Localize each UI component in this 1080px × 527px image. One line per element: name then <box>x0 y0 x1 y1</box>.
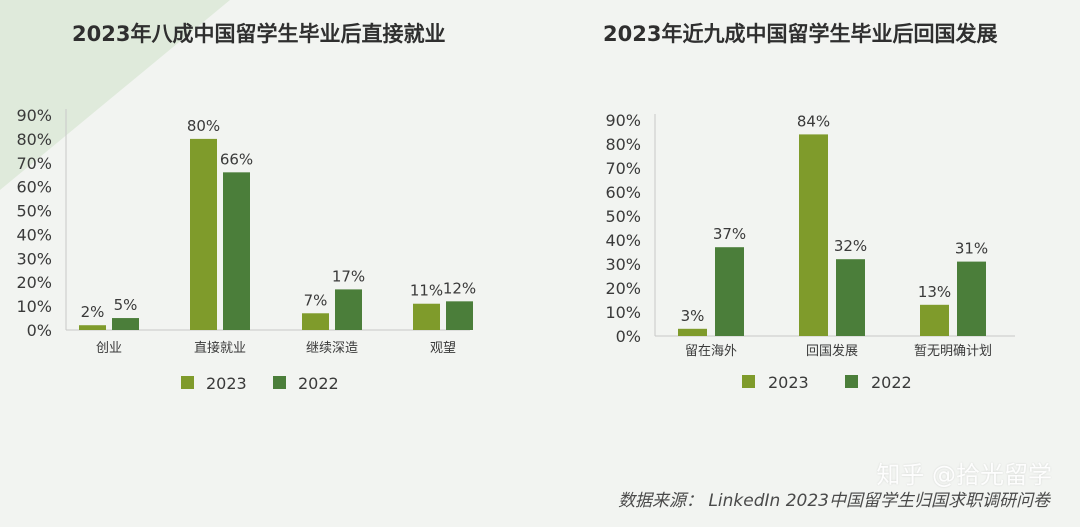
bar-2023-1 <box>799 134 828 336</box>
bar-2023-3 <box>413 303 440 330</box>
data-label: 37% <box>713 225 746 243</box>
y-tick-label: 90% <box>16 106 52 125</box>
bar-2023-2 <box>302 313 329 330</box>
x-category-label: 继续深造 <box>306 341 358 356</box>
bar-2022-1 <box>836 259 865 336</box>
legend-label-2022: 2022 <box>298 374 339 393</box>
bar-2022-0 <box>112 318 139 330</box>
y-tick-label: 80% <box>605 135 641 154</box>
data-label: 13% <box>918 283 951 301</box>
bar-2023-2 <box>920 304 949 336</box>
y-tick-label: 50% <box>16 202 52 221</box>
data-label: 84% <box>797 112 830 130</box>
legend-label-2023: 2023 <box>768 373 809 392</box>
y-tick-label: 50% <box>605 207 641 226</box>
data-label: 2% <box>81 303 105 321</box>
corner-decoration <box>0 0 230 190</box>
data-label: 31% <box>955 240 988 258</box>
y-tick-label: 10% <box>16 297 52 316</box>
y-tick-label: 40% <box>605 231 641 250</box>
bar-2022-2 <box>335 289 362 330</box>
legend-swatch-2023 <box>181 376 194 389</box>
bar-2022-2 <box>957 261 986 336</box>
watermark: 知乎 @拾光留学 <box>876 461 1052 489</box>
legend-swatch-2022 <box>273 376 286 389</box>
x-category-label: 创业 <box>96 341 122 356</box>
y-tick-label: 20% <box>16 273 52 292</box>
data-label: 12% <box>443 279 476 297</box>
y-tick-label: 40% <box>16 225 52 244</box>
data-label: 32% <box>834 237 867 255</box>
x-category-label: 暂无明确计划 <box>914 344 992 359</box>
x-category-label: 直接就业 <box>194 340 246 356</box>
y-tick-label: 0% <box>27 321 52 340</box>
bar-2022-1 <box>223 172 250 330</box>
x-category-label: 观望 <box>430 340 456 356</box>
data-label: 3% <box>681 307 705 325</box>
y-tick-label: 30% <box>605 255 641 274</box>
y-tick-label: 20% <box>605 279 641 298</box>
legend-label-2023: 2023 <box>206 374 247 393</box>
bar-2022-3 <box>446 301 473 330</box>
data-label: 80% <box>187 117 220 135</box>
data-label: 7% <box>304 291 328 309</box>
bar-2023-0 <box>79 325 106 330</box>
data-label: 66% <box>220 150 253 168</box>
y-tick-label: 10% <box>605 303 641 322</box>
bar-2023-0 <box>678 328 707 336</box>
x-category-label: 回国发展 <box>806 343 858 359</box>
y-tick-label: 60% <box>16 178 52 197</box>
data-label: 17% <box>332 267 365 285</box>
y-tick-label: 60% <box>605 183 641 202</box>
legend-label-2022: 2022 <box>871 373 912 392</box>
bar-2023-1 <box>190 138 217 330</box>
x-category-label: 留在海外 <box>685 344 737 359</box>
y-tick-label: 70% <box>605 159 641 178</box>
data-label: 5% <box>114 296 138 314</box>
chart-title: 2023年八成中国留学生毕业后直接就业 <box>72 22 446 46</box>
data-label: 11% <box>410 282 443 300</box>
y-tick-label: 0% <box>616 327 641 346</box>
data-source-note: 数据来源： LinkedIn 2023中国留学生归国求职调研问卷 <box>618 491 1050 511</box>
y-tick-label: 70% <box>16 154 52 173</box>
chart-title: 2023年近九成中国留学生毕业后回国发展 <box>603 22 998 46</box>
y-tick-label: 30% <box>16 249 52 268</box>
legend-swatch-2023 <box>742 375 755 388</box>
y-tick-label: 80% <box>16 130 52 149</box>
bar-chart-return-home: 0% 10% 20% 30% 40% 50% 60% 70% 80% 90% 3% 37% 留在海外 84… <box>605 111 1015 392</box>
legend-swatch-2022 <box>845 375 858 388</box>
bar-2022-0 <box>715 247 744 336</box>
y-tick-label: 90% <box>605 111 641 130</box>
bar-chart-graduate-outcomes: 0%10%20%30%40%50%60%70%80%90%2% 5%创业80%66… <box>16 106 476 393</box>
